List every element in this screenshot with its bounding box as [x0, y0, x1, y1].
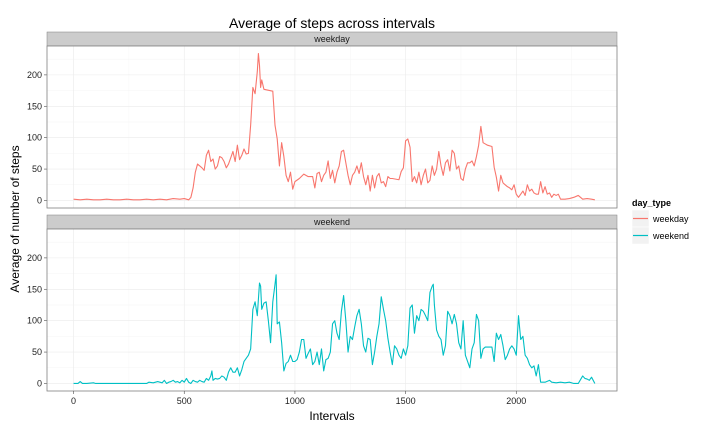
panel-background	[47, 46, 617, 208]
x-tick-label: 1000	[285, 396, 305, 406]
y-tick-label: 100	[27, 316, 42, 326]
x-axis: 0 500 1000 1500 2000	[71, 391, 526, 406]
x-tick-label: 0	[71, 396, 76, 406]
y-tick-label: 0	[37, 195, 42, 205]
facet-strip-label-weekend: weekend	[313, 217, 350, 227]
x-tick-label: 1500	[396, 396, 416, 406]
y-tick-label: 50	[32, 164, 42, 174]
facet-panel-weekend: weekend 0 50 100 150 200	[27, 214, 618, 392]
facet-panel-weekday: weekday 0 50 100 150 200	[27, 31, 618, 209]
panel-border	[46, 228, 618, 392]
y-tick-label: 200	[27, 253, 42, 263]
y-axis-title: Average of number of steps	[8, 145, 22, 292]
x-tick-label: 2000	[506, 396, 526, 406]
panel-border	[46, 45, 618, 209]
chart-title: Average of steps across intervals	[229, 15, 435, 31]
x-axis-title: Intervals	[309, 409, 354, 423]
y-tick-label: 0	[37, 378, 42, 388]
facet-strip-label-weekday: weekday	[313, 34, 350, 44]
y-tick-label: 50	[32, 347, 42, 357]
series-line-weekday	[73, 52, 595, 201]
series-line-weekend	[73, 274, 596, 385]
y-tick-label: 150	[27, 284, 42, 294]
facet-panels: weekday 0 50 100 150 200 weekend 0 50 100 150 200	[27, 31, 618, 392]
legend-label-weekday: weekday	[652, 214, 689, 224]
y-tick-label: 100	[27, 133, 42, 143]
y-tick-label: 200	[27, 70, 42, 80]
x-tick-label: 500	[177, 396, 192, 406]
legend-label-weekend: weekend	[652, 231, 689, 241]
panel-background	[47, 229, 617, 391]
legend: day_type weekday weekend	[631, 198, 689, 245]
legend-title: day_type	[632, 198, 671, 208]
y-tick-label: 150	[27, 101, 42, 111]
